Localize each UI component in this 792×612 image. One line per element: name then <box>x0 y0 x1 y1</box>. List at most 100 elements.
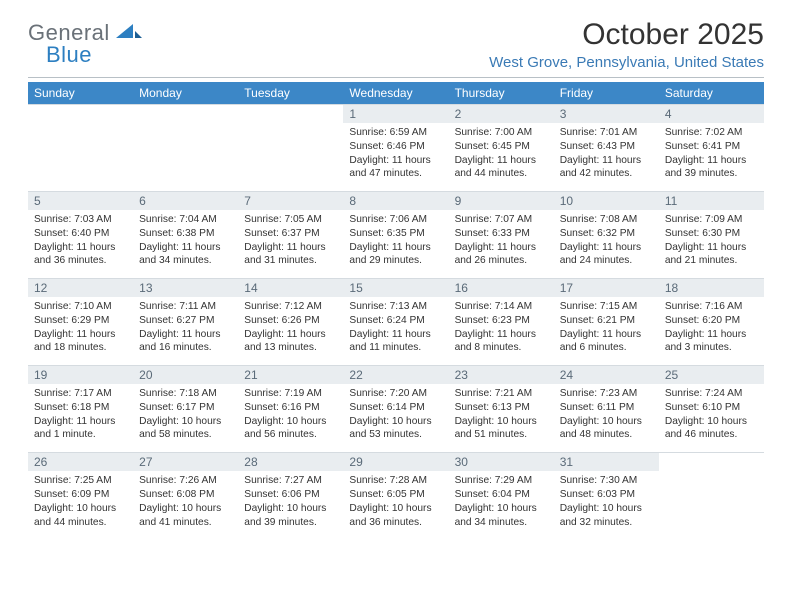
day-cell: Sunrise: 7:26 AMSunset: 6:08 PMDaylight:… <box>133 471 238 539</box>
daylight-text: Daylight: 10 hours and 44 minutes. <box>34 502 127 530</box>
daylight-text: Daylight: 10 hours and 36 minutes. <box>349 502 442 530</box>
daylight-text: Daylight: 10 hours and 32 minutes. <box>560 502 653 530</box>
day-cell: Sunrise: 7:08 AMSunset: 6:32 PMDaylight:… <box>554 210 659 279</box>
sunrise-text: Sunrise: 7:10 AM <box>34 300 127 314</box>
day-cell: Sunrise: 7:30 AMSunset: 6:03 PMDaylight:… <box>554 471 659 539</box>
daylight-text: Daylight: 10 hours and 48 minutes. <box>560 415 653 443</box>
sunrise-text: Sunrise: 7:24 AM <box>665 387 758 401</box>
day-cell: Sunrise: 7:23 AMSunset: 6:11 PMDaylight:… <box>554 384 659 453</box>
day-number: 28 <box>238 453 343 472</box>
day-cell: Sunrise: 7:03 AMSunset: 6:40 PMDaylight:… <box>28 210 133 279</box>
day-cell: Sunrise: 7:29 AMSunset: 6:04 PMDaylight:… <box>449 471 554 539</box>
sunrise-text: Sunrise: 7:01 AM <box>560 126 653 140</box>
daylight-text: Daylight: 11 hours and 42 minutes. <box>560 154 653 182</box>
day-number: 16 <box>449 279 554 298</box>
dow-cell: Sunday <box>28 82 133 105</box>
calendar-page: General Blue October 2025 West Grove, Pe… <box>0 0 792 559</box>
sunset-text: Sunset: 6:32 PM <box>560 227 653 241</box>
day-number: 27 <box>133 453 238 472</box>
day-number <box>133 105 238 124</box>
sail-icon <box>116 22 142 40</box>
sunset-text: Sunset: 6:27 PM <box>139 314 232 328</box>
day-cell: Sunrise: 7:02 AMSunset: 6:41 PMDaylight:… <box>659 123 764 192</box>
day-number: 3 <box>554 105 659 124</box>
day-cell: Sunrise: 7:19 AMSunset: 6:16 PMDaylight:… <box>238 384 343 453</box>
daylight-text: Daylight: 11 hours and 36 minutes. <box>34 241 127 269</box>
day-body-row: Sunrise: 7:10 AMSunset: 6:29 PMDaylight:… <box>28 297 764 366</box>
dow-cell: Friday <box>554 82 659 105</box>
day-cell: Sunrise: 7:09 AMSunset: 6:30 PMDaylight:… <box>659 210 764 279</box>
logo-word-2: Blue <box>46 42 92 67</box>
sunset-text: Sunset: 6:21 PM <box>560 314 653 328</box>
day-cell <box>133 123 238 192</box>
daylight-text: Daylight: 11 hours and 21 minutes. <box>665 241 758 269</box>
daylight-text: Daylight: 11 hours and 34 minutes. <box>139 241 232 269</box>
daylight-text: Daylight: 11 hours and 8 minutes. <box>455 328 548 356</box>
calendar-table: SundayMondayTuesdayWednesdayThursdayFrid… <box>28 82 764 539</box>
sunrise-text: Sunrise: 7:04 AM <box>139 213 232 227</box>
day-number <box>28 105 133 124</box>
day-cell <box>659 471 764 539</box>
sunset-text: Sunset: 6:37 PM <box>244 227 337 241</box>
sunset-text: Sunset: 6:06 PM <box>244 488 337 502</box>
sunset-text: Sunset: 6:46 PM <box>349 140 442 154</box>
day-num-row: 262728293031 <box>28 453 764 472</box>
sunrise-text: Sunrise: 7:08 AM <box>560 213 653 227</box>
day-number: 29 <box>343 453 448 472</box>
day-number: 1 <box>343 105 448 124</box>
title-block: October 2025 West Grove, Pennsylvania, U… <box>489 18 764 71</box>
day-num-row: 19202122232425 <box>28 366 764 385</box>
daylight-text: Daylight: 11 hours and 16 minutes. <box>139 328 232 356</box>
sunrise-text: Sunrise: 7:09 AM <box>665 213 758 227</box>
daylight-text: Daylight: 10 hours and 41 minutes. <box>139 502 232 530</box>
day-cell: Sunrise: 7:17 AMSunset: 6:18 PMDaylight:… <box>28 384 133 453</box>
day-cell: Sunrise: 7:00 AMSunset: 6:45 PMDaylight:… <box>449 123 554 192</box>
daylight-text: Daylight: 10 hours and 46 minutes. <box>665 415 758 443</box>
sunrise-text: Sunrise: 7:07 AM <box>455 213 548 227</box>
calendar-body: SundayMondayTuesdayWednesdayThursdayFrid… <box>28 82 764 539</box>
sunrise-text: Sunrise: 7:29 AM <box>455 474 548 488</box>
day-number: 30 <box>449 453 554 472</box>
sunset-text: Sunset: 6:26 PM <box>244 314 337 328</box>
day-cell: Sunrise: 7:24 AMSunset: 6:10 PMDaylight:… <box>659 384 764 453</box>
sunrise-text: Sunrise: 7:26 AM <box>139 474 232 488</box>
sunrise-text: Sunrise: 7:28 AM <box>349 474 442 488</box>
sunset-text: Sunset: 6:30 PM <box>665 227 758 241</box>
dow-cell: Saturday <box>659 82 764 105</box>
sunrise-text: Sunrise: 7:12 AM <box>244 300 337 314</box>
day-number: 2 <box>449 105 554 124</box>
day-body-row: Sunrise: 7:25 AMSunset: 6:09 PMDaylight:… <box>28 471 764 539</box>
dow-cell: Monday <box>133 82 238 105</box>
daylight-text: Daylight: 10 hours and 39 minutes. <box>244 502 337 530</box>
month-title: October 2025 <box>489 18 764 52</box>
sunset-text: Sunset: 6:17 PM <box>139 401 232 415</box>
daylight-text: Daylight: 11 hours and 47 minutes. <box>349 154 442 182</box>
sunset-text: Sunset: 6:11 PM <box>560 401 653 415</box>
dow-cell: Thursday <box>449 82 554 105</box>
daylight-text: Daylight: 10 hours and 34 minutes. <box>455 502 548 530</box>
day-number: 22 <box>343 366 448 385</box>
day-cell: Sunrise: 7:06 AMSunset: 6:35 PMDaylight:… <box>343 210 448 279</box>
sunrise-text: Sunrise: 7:11 AM <box>139 300 232 314</box>
day-cell: Sunrise: 7:16 AMSunset: 6:20 PMDaylight:… <box>659 297 764 366</box>
page-header: General Blue October 2025 West Grove, Pe… <box>28 18 764 71</box>
sunrise-text: Sunrise: 7:00 AM <box>455 126 548 140</box>
sunrise-text: Sunrise: 7:02 AM <box>665 126 758 140</box>
day-cell: Sunrise: 7:07 AMSunset: 6:33 PMDaylight:… <box>449 210 554 279</box>
sunrise-text: Sunrise: 7:23 AM <box>560 387 653 401</box>
day-body-row: Sunrise: 7:03 AMSunset: 6:40 PMDaylight:… <box>28 210 764 279</box>
day-cell: Sunrise: 7:18 AMSunset: 6:17 PMDaylight:… <box>133 384 238 453</box>
sunset-text: Sunset: 6:10 PM <box>665 401 758 415</box>
sunrise-text: Sunrise: 7:20 AM <box>349 387 442 401</box>
day-cell: Sunrise: 7:12 AMSunset: 6:26 PMDaylight:… <box>238 297 343 366</box>
day-cell: Sunrise: 7:15 AMSunset: 6:21 PMDaylight:… <box>554 297 659 366</box>
day-number: 31 <box>554 453 659 472</box>
sunrise-text: Sunrise: 7:14 AM <box>455 300 548 314</box>
day-number: 14 <box>238 279 343 298</box>
sunset-text: Sunset: 6:05 PM <box>349 488 442 502</box>
day-number: 19 <box>28 366 133 385</box>
day-cell <box>28 123 133 192</box>
sunset-text: Sunset: 6:03 PM <box>560 488 653 502</box>
day-cell: Sunrise: 7:01 AMSunset: 6:43 PMDaylight:… <box>554 123 659 192</box>
daylight-text: Daylight: 10 hours and 53 minutes. <box>349 415 442 443</box>
